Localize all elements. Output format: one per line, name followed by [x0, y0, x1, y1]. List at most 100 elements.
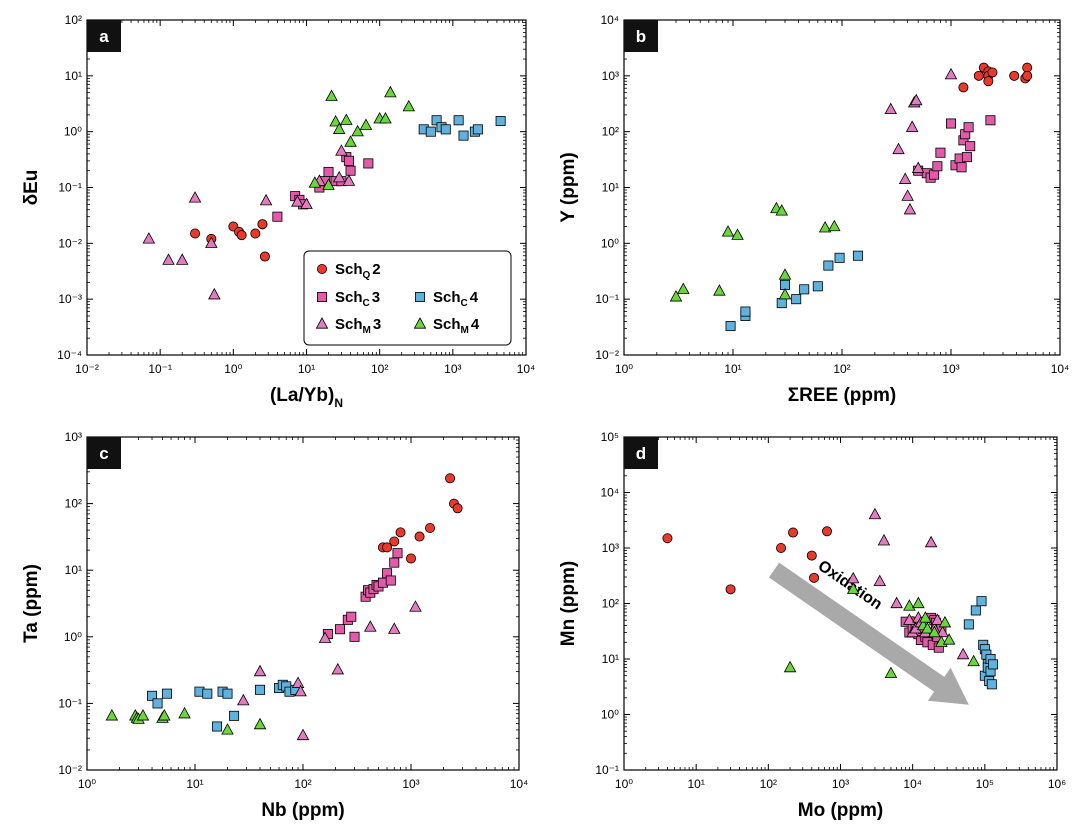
data-point	[946, 118, 957, 129]
legend-marker-SchM3	[315, 317, 329, 329]
data-point	[985, 115, 996, 126]
data-point	[190, 228, 201, 239]
data-point	[331, 662, 345, 675]
data-point	[221, 723, 234, 735]
data-point	[379, 111, 392, 124]
legend-marker-SchM4	[413, 317, 427, 329]
x-tick-label: 10⁴	[510, 777, 529, 791]
data-point	[322, 178, 335, 190]
data-point	[799, 284, 810, 295]
data-point	[161, 688, 172, 699]
y-tick-label: 10⁻³	[58, 292, 82, 306]
x-tick-label: 10⁰	[224, 362, 242, 376]
data-point	[387, 622, 401, 634]
legend-marker-SchC4	[414, 291, 425, 302]
x-tick-label: 10⁶	[1048, 777, 1066, 791]
series-SchM3	[142, 144, 356, 300]
data-point	[342, 174, 356, 186]
data-point	[823, 260, 834, 271]
data-point	[208, 287, 221, 300]
data-point	[783, 660, 797, 673]
y-tick-label: 10⁵	[601, 430, 619, 444]
x-tick-label: 10²	[294, 777, 311, 791]
data-point	[308, 176, 322, 188]
data-point	[291, 676, 305, 688]
data-point	[987, 67, 998, 78]
data-point	[250, 228, 261, 239]
data-point	[349, 631, 360, 642]
panel-label: b	[636, 27, 646, 46]
data-point	[340, 113, 353, 125]
panel-label-box	[624, 437, 658, 469]
data-point	[775, 204, 789, 216]
data-point	[205, 236, 218, 248]
data-point	[364, 620, 377, 632]
data-point	[901, 189, 914, 201]
x-axis-label: (La/Yb)N	[270, 385, 343, 410]
x-tick-label: 10³	[402, 777, 419, 791]
series-SchM4	[669, 201, 841, 302]
legend-label-number: 4	[471, 316, 480, 333]
data-point	[395, 527, 406, 538]
y-tick-label: 10¹	[602, 181, 619, 195]
data-point	[334, 624, 345, 635]
data-point	[938, 615, 952, 628]
y-axis-label: Ta (ppm)	[21, 564, 42, 643]
y-tick-label: 10⁻¹	[595, 292, 619, 306]
data-point	[919, 611, 932, 623]
data-point	[294, 684, 307, 697]
legend-frame	[303, 250, 512, 346]
data-point	[662, 533, 673, 544]
panel-label: d	[636, 444, 646, 463]
data-point	[453, 115, 464, 126]
data-point	[846, 582, 860, 594]
data-point	[152, 698, 163, 709]
data-point	[402, 99, 416, 112]
data-point	[976, 596, 987, 607]
data-point	[335, 144, 348, 156]
data-point	[788, 527, 799, 538]
data-point	[884, 666, 898, 679]
data-point	[425, 126, 436, 137]
legend-marker-SchQ2	[316, 263, 327, 274]
data-point	[212, 721, 223, 732]
x-tick-label: 10⁵	[976, 777, 994, 791]
series-SchC4	[147, 679, 301, 732]
data-point	[325, 89, 338, 101]
data-point	[903, 613, 916, 625]
legend-label-number: 3	[372, 289, 380, 306]
data-point	[713, 284, 726, 296]
data-point	[873, 574, 887, 587]
data-point	[963, 619, 974, 630]
data-point	[721, 225, 735, 237]
data-point	[345, 165, 356, 176]
data-point	[105, 709, 119, 721]
legend-label-subscript: C	[461, 298, 468, 309]
data-point	[725, 321, 736, 332]
x-tick-label: 10¹	[687, 777, 704, 791]
legend-label-number: 2	[372, 261, 380, 278]
data-point	[323, 166, 334, 177]
x-tick-label: 10¹	[724, 362, 741, 376]
data-point	[405, 553, 416, 564]
data-point	[903, 599, 916, 611]
y-tick-label: 10⁻²	[58, 763, 82, 777]
data-point	[291, 195, 304, 207]
data-point	[828, 219, 841, 232]
data-point	[363, 158, 374, 169]
data-point	[921, 621, 934, 634]
data-point	[725, 584, 736, 595]
data-point	[912, 596, 925, 609]
data-point	[346, 611, 357, 622]
y-axis-label: δEu	[21, 170, 42, 206]
x-tick-label: 10⁴	[903, 777, 922, 791]
data-point	[158, 709, 171, 721]
y-tick-label: 10⁰	[601, 236, 619, 250]
x-tick-label: 10⁰	[615, 362, 633, 376]
data-point	[343, 155, 354, 166]
series-SchM4	[105, 706, 267, 735]
data-point	[389, 536, 400, 547]
series-SchM3	[884, 67, 958, 215]
y-axis-label: Mn (ppm)	[558, 561, 579, 646]
data-point	[257, 219, 268, 230]
